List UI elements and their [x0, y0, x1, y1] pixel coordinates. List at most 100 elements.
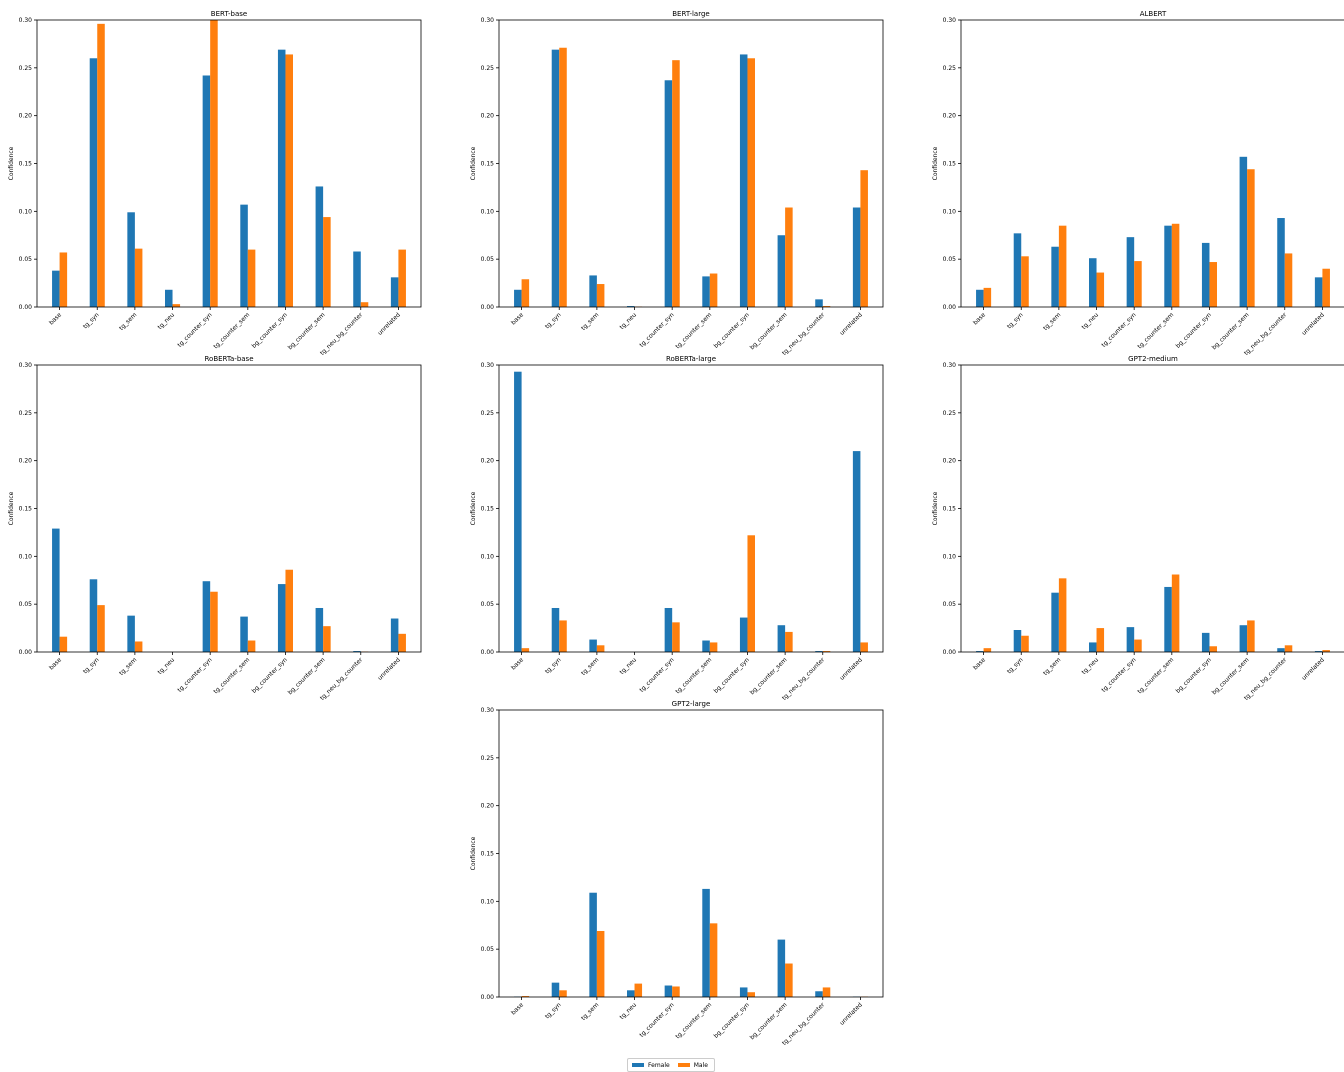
bar-female-bg_counter_syn	[740, 54, 748, 307]
bar-male-bg_counter_sem	[785, 208, 793, 307]
bar-female-tg_counter_sem	[1164, 226, 1172, 307]
bar-female-tg_syn	[552, 50, 560, 307]
chart-title: RoBERTa-large	[666, 355, 716, 363]
x-tick-label-base: base	[972, 656, 987, 671]
x-tick-label-tg_neu_bg_counter: tg_neu_bg_counter	[781, 656, 827, 702]
bar-female-tg_counter_syn	[665, 608, 673, 652]
bar-female-unrelated	[1315, 277, 1323, 307]
bar-female-unrelated	[853, 208, 861, 307]
bar-female-tg_neu_bg_counter	[815, 299, 823, 307]
y-axis-label: Confidence	[470, 491, 477, 525]
y-tick-label: 0.20	[481, 803, 495, 810]
x-tick-label-tg_neu_bg_counter: tg_neu_bg_counter	[319, 656, 365, 702]
x-tick-label-tg_counter_sem: tg_counter_sem	[212, 311, 251, 350]
y-tick-label: 0.00	[19, 304, 33, 311]
x-tick-label-tg_sem: tg_sem	[580, 1001, 600, 1021]
x-tick-label-bg_counter_syn: bg_counter_syn	[1175, 311, 1213, 349]
bar-female-bg_counter_sem	[316, 608, 324, 652]
x-tick-label-tg_syn: tg_syn	[1006, 311, 1025, 330]
bar-male-tg_syn	[559, 990, 567, 997]
bar-male-bg_counter_sem	[785, 632, 793, 652]
bar-female-tg_syn	[90, 58, 98, 307]
chart-title: GPT2-large	[672, 700, 711, 708]
x-tick-label-tg_sem: tg_sem	[580, 656, 600, 676]
bar-female-bg_counter_sem	[316, 186, 324, 307]
x-tick-label-tg_syn: tg_syn	[544, 1001, 563, 1020]
bar-male-tg_neu	[635, 984, 643, 997]
bar-female-bg_counter_syn	[740, 987, 748, 997]
bar-female-bg_counter_sem	[778, 940, 786, 997]
bar-female-unrelated	[391, 277, 399, 307]
bar-female-base	[52, 271, 60, 307]
x-tick-label-tg_syn: tg_syn	[82, 311, 101, 330]
y-tick-label: 0.15	[943, 161, 957, 168]
bar-male-bg_counter_sem	[1247, 620, 1255, 652]
y-tick-label: 0.30	[943, 17, 957, 24]
x-tick-label-tg_counter_sem: tg_counter_sem	[674, 656, 713, 695]
bar-male-tg_counter_syn	[210, 592, 218, 652]
bar-female-tg_sem	[127, 212, 135, 307]
y-tick-label: 0.15	[943, 506, 957, 513]
bar-female-unrelated	[853, 451, 861, 652]
bar-male-bg_counter_sem	[323, 626, 331, 652]
x-tick-label-base: base	[48, 656, 63, 671]
y-axis-label: Confidence	[8, 491, 15, 525]
bar-female-tg_counter_syn	[203, 75, 211, 307]
bar-female-base	[52, 529, 60, 652]
bar-male-tg_counter_syn	[672, 60, 680, 307]
y-tick-label: 0.25	[481, 755, 495, 762]
bar-female-tg_neu	[627, 990, 635, 997]
bar-male-bg_counter_syn	[285, 570, 293, 652]
x-tick-label-bg_counter_sem: bg_counter_sem	[1211, 656, 1251, 696]
y-tick-label: 0.20	[19, 458, 33, 465]
x-tick-label-unrelated: unrelated	[1300, 656, 1325, 681]
x-tick-label-base: base	[48, 311, 63, 326]
bar-male-tg_neu_bg_counter	[1285, 253, 1293, 307]
bar-male-tg_syn	[559, 48, 567, 307]
bar-male-tg_sem	[1059, 578, 1067, 652]
bar-female-tg_syn	[552, 983, 560, 997]
bar-female-tg_counter_sem	[702, 641, 710, 652]
y-axis-label: Confidence	[470, 836, 477, 870]
plot-frame	[499, 710, 883, 997]
x-tick-label-tg_counter_sem: tg_counter_sem	[1136, 311, 1175, 350]
bar-female-bg_counter_syn	[1202, 243, 1210, 307]
bar-female-tg_neu_bg_counter	[1277, 218, 1285, 307]
x-tick-label-tg_syn: tg_syn	[544, 656, 563, 675]
y-tick-label: 0.10	[481, 208, 495, 215]
bar-male-tg_neu	[173, 304, 181, 307]
chart-title: GPT2-medium	[1128, 355, 1178, 363]
legend-item-female: Female	[632, 1062, 670, 1069]
y-tick-label: 0.15	[19, 161, 33, 168]
x-tick-label-tg_neu: tg_neu	[1081, 656, 1101, 676]
bar-male-tg_counter_sem	[710, 274, 718, 307]
x-tick-label-tg_neu: tg_neu	[157, 311, 177, 331]
bar-male-tg_syn	[1021, 256, 1029, 307]
bar-male-tg_sem	[597, 645, 605, 652]
legend-swatch-male	[678, 1063, 690, 1067]
y-tick-label: 0.30	[481, 17, 495, 24]
bar-male-tg_syn	[97, 24, 105, 307]
bar-female-tg_neu	[1089, 642, 1097, 652]
x-tick-label-tg_sem: tg_sem	[118, 311, 138, 331]
y-tick-label: 0.10	[19, 553, 33, 560]
bar-female-base	[976, 290, 984, 307]
bar-female-tg_sem	[1051, 593, 1059, 652]
bar-female-base	[514, 372, 522, 652]
bar-female-base	[514, 290, 522, 307]
x-tick-label-tg_counter_syn: tg_counter_syn	[638, 1001, 675, 1038]
bar-female-tg_counter_sem	[240, 205, 248, 307]
bar-male-tg_sem	[135, 641, 143, 652]
y-tick-label: 0.20	[19, 113, 33, 120]
y-tick-label: 0.20	[481, 458, 495, 465]
bar-female-bg_counter_sem	[778, 235, 786, 307]
x-tick-label-tg_sem: tg_sem	[1042, 311, 1062, 331]
x-tick-label-tg_counter_sem: tg_counter_sem	[1136, 656, 1175, 695]
y-tick-label: 0.30	[943, 362, 957, 369]
y-tick-label: 0.30	[481, 707, 495, 714]
x-tick-label-unrelated: unrelated	[838, 656, 863, 681]
bar-male-tg_neu	[1097, 628, 1105, 652]
